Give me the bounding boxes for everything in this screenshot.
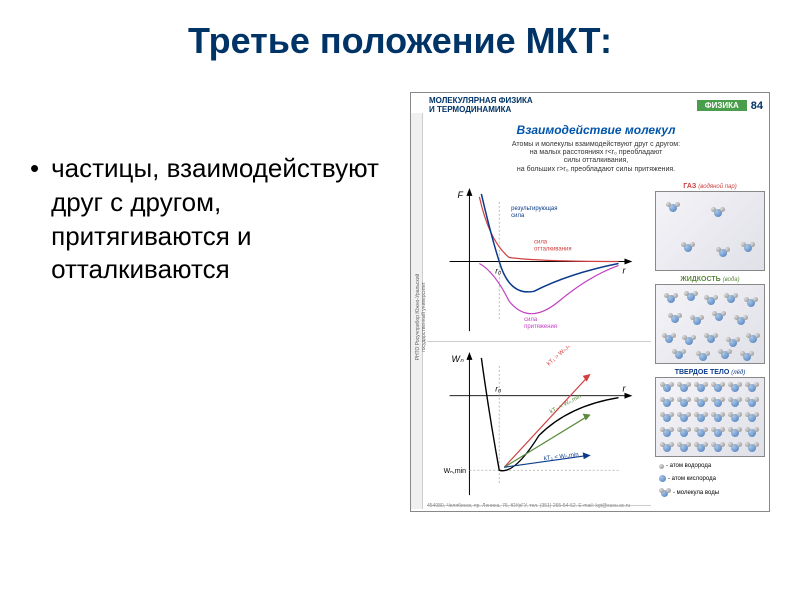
gas-block: ГАЗ (водяной пар) (655, 182, 765, 271)
legend: - атом водорода - атом кислорода - молек… (655, 461, 765, 500)
lbl-result: результирующая (511, 206, 557, 212)
gas-label: ГАЗ (водяной пар) (655, 182, 765, 191)
header-line2: И ТЕРМОДИНАМИКА (429, 106, 533, 115)
poster-header-left: МОЛЕКУЛЯРНАЯ ФИЗИКА И ТЕРМОДИНАМИКА (429, 97, 533, 115)
solid-sub: (лёд) (731, 370, 745, 376)
solid-label-text: ТВЕРДОЕ ТЕЛО (675, 369, 730, 376)
force-chart: F r r₀ результирующая сила сила оттал (427, 182, 651, 342)
poster-title: Взаимодействие молекул (423, 119, 769, 141)
solid-box (655, 377, 765, 457)
physics-poster: РНТО Росучприбор Южно-Уральский государс… (410, 92, 770, 512)
poster-desc: Атомы и молекулы взаимодействуют друг с … (423, 141, 769, 179)
legend-mol: - молекула воды (659, 488, 719, 498)
gas-label-text: ГАЗ (683, 183, 696, 190)
kt3: kT₃ < Wₙ,min (543, 452, 579, 462)
bullet-area: частицы, взаимодействуют друг с другом, … (30, 92, 390, 512)
legend-h-text: - атом водорода (666, 463, 711, 469)
solid-label: ТВЕРДОЕ ТЕЛО (лёд) (655, 368, 765, 377)
poster-spine: РНТО Росучприбор Южно-Уральский государс… (411, 113, 423, 509)
desc-l3: силы отталкивания, (429, 157, 763, 165)
legend-o: - атом кислорода (659, 475, 716, 482)
lbl-result2: сила (511, 213, 525, 219)
desc-l2: на малых расстояниях r<r₀ преобладают (429, 149, 763, 157)
wmin-label: Wₙ,min (444, 468, 467, 475)
kt1: kT₁ > Wₙ,min (546, 346, 576, 367)
poster-header: МОЛЕКУЛЯРНАЯ ФИЗИКА И ТЕРМОДИНАМИКА ФИЗИ… (423, 93, 769, 119)
solid-block: ТВЕРДОЕ ТЕЛО (лёд) (655, 368, 765, 457)
molecule-icon (659, 488, 671, 498)
legend-mol-text: - молекула воды (673, 490, 719, 496)
oxygen-icon (659, 475, 666, 482)
slide-title: Третье положение МКТ: (0, 0, 800, 72)
states-column: ГАЗ (водяной пар) ЖИДКОСТЬ (вода) ТВЕРДО… (655, 182, 765, 510)
gas-sub: (водяной пар) (698, 184, 736, 190)
y-label: F (458, 190, 464, 200)
y-label2: Wₙ (452, 354, 464, 364)
lbl-attract: сила (524, 317, 538, 323)
bullet-item: частицы, взаимодействуют друг с другом, … (30, 152, 390, 287)
liquid-label: ЖИДКОСТЬ (вода) (655, 275, 765, 284)
lbl-repuls: сила (534, 240, 548, 246)
legend-o-text: - атом кислорода (668, 476, 716, 482)
liquid-label-text: ЖИДКОСТЬ (680, 276, 720, 283)
x-label2: r (622, 384, 626, 394)
poster-body: F r r₀ результирующая сила сила оттал (423, 178, 769, 514)
liquid-sub: (вода) (723, 277, 740, 283)
liquid-box (655, 284, 765, 364)
energy-chart: Wₙ r r₀ Wₙ,min (427, 346, 651, 506)
r0-label2: r₀ (495, 385, 502, 394)
desc-l1: Атомы и молекулы взаимодействуют друг с … (429, 141, 763, 149)
content-area: частицы, взаимодействуют друг с другом, … (0, 72, 800, 532)
desc-l4: на больших r>r₀ преобладают силы притяже… (429, 166, 763, 174)
page-num: 84 (751, 100, 763, 112)
hydrogen-icon (659, 464, 664, 469)
liquid-block: ЖИДКОСТЬ (вода) (655, 275, 765, 364)
charts-column: F r r₀ результирующая сила сила оттал (427, 182, 651, 510)
legend-h: - атом водорода (659, 463, 711, 469)
x-label: r (622, 266, 626, 276)
lbl-attract2: притяжения (524, 324, 557, 330)
poster-footer: 454080, Челябинск, пр. Ленина, 76, ЮУрГУ… (427, 503, 765, 509)
lbl-repuls2: отталкивания (534, 247, 572, 253)
energy-chart-svg: Wₙ r r₀ Wₙ,min (427, 346, 651, 505)
kt2: kT₂ ≈ Wₙ,min (549, 394, 582, 416)
force-chart-svg: F r r₀ результирующая сила сила оттал (427, 182, 651, 341)
poster-header-right: ФИЗИКА 84 (697, 100, 763, 112)
gas-box (655, 191, 765, 271)
bullet-text: частицы, взаимодействуют друг с другом, … (51, 152, 390, 287)
badge: ФИЗИКА (697, 100, 747, 111)
